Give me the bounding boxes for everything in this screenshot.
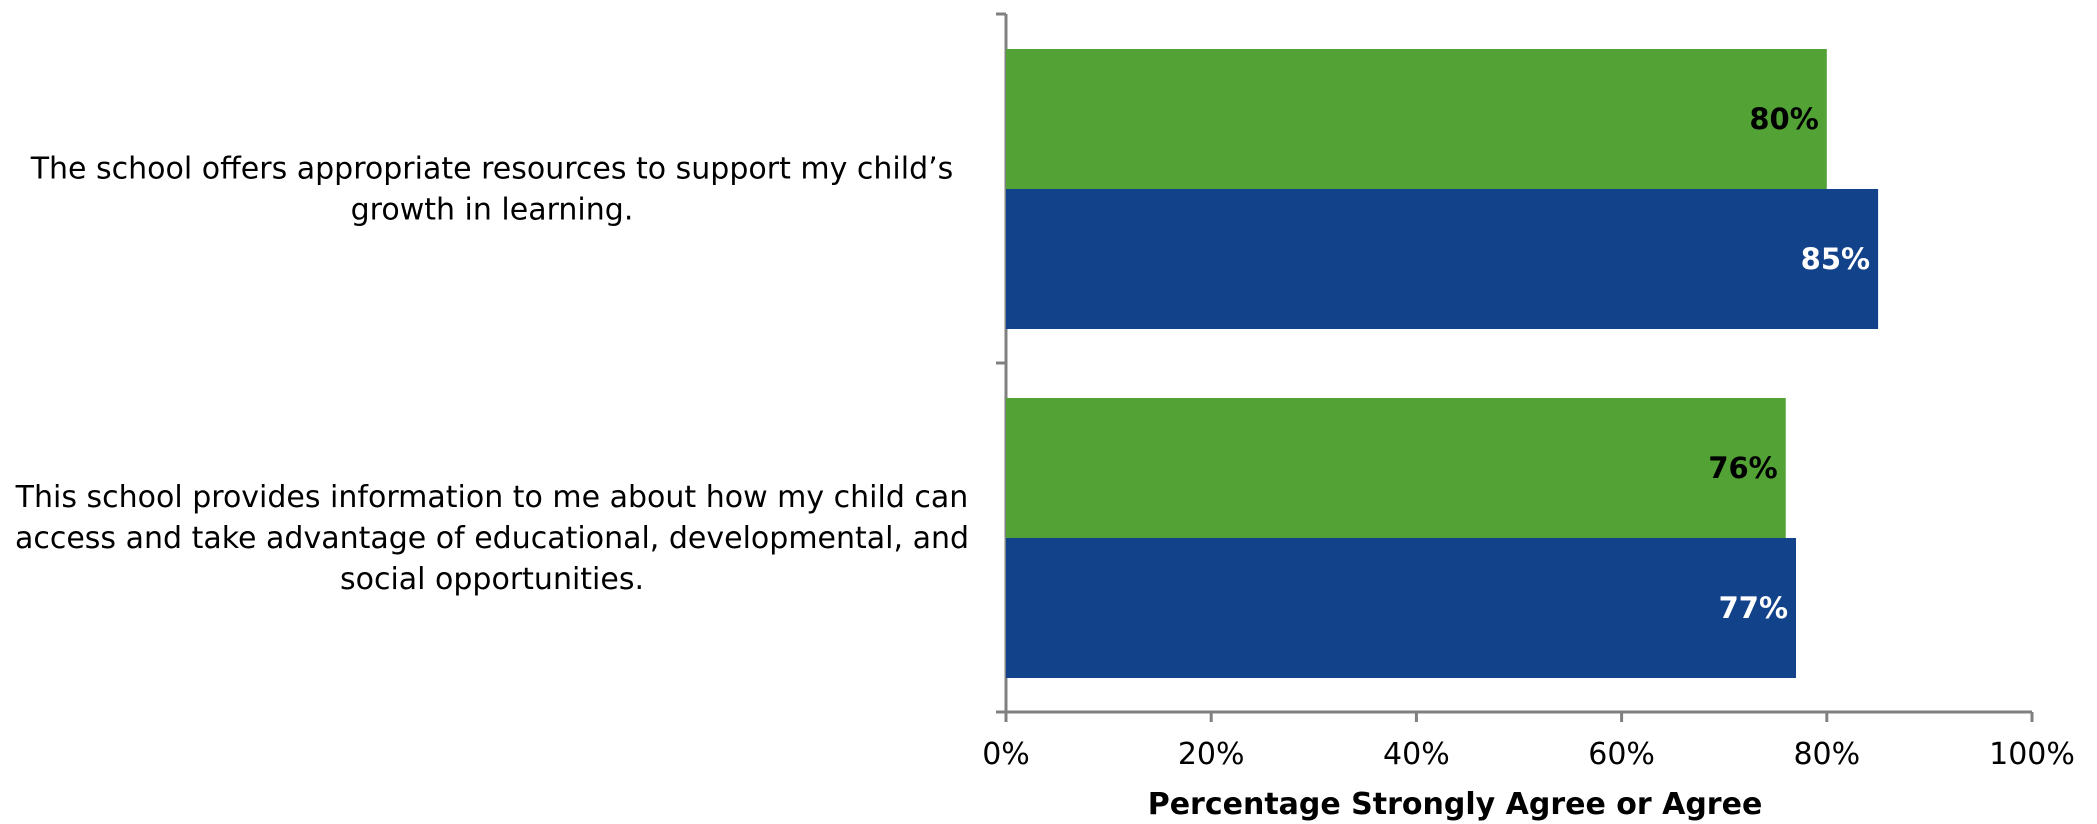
bar — [1006, 49, 1827, 189]
bars — [1006, 49, 1879, 678]
x-tick-label: 100% — [1989, 737, 2075, 772]
x-axis-title: Percentage Strongly Agree or Agree — [1148, 787, 1763, 822]
bar — [1006, 398, 1786, 538]
category-label: The school offers appropriate resources … — [30, 152, 954, 228]
data-label: 76% — [1708, 451, 1777, 485]
data-label: 80% — [1749, 102, 1818, 136]
x-tick-label: 60% — [1588, 737, 1655, 772]
x-tick-label: 20% — [1178, 737, 1245, 772]
data-label: 85% — [1801, 242, 1870, 276]
bar — [1006, 538, 1797, 678]
labels: 0% 20% 40% 60% 80% 100% 80% 85% The school offer… — [15, 102, 2075, 772]
data-label: 77% — [1719, 591, 1788, 625]
x-tick-label: 0% — [982, 737, 1030, 772]
x-tick-label: 80% — [1793, 737, 1860, 772]
category-label: This school provides information to me a… — [15, 480, 969, 597]
bar — [1006, 189, 1879, 329]
x-tick-label: 40% — [1383, 737, 1450, 772]
